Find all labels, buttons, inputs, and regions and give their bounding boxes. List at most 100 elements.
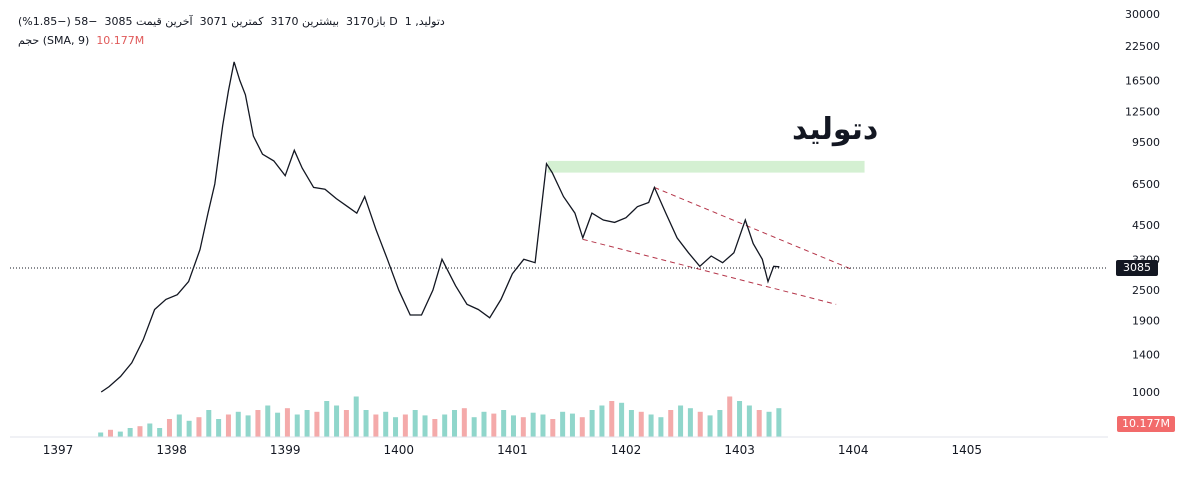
volume-bar [176, 414, 182, 437]
y-tick-label: 12500 [1125, 105, 1160, 118]
volume-bar [579, 417, 585, 437]
volume-bar [717, 410, 723, 437]
y-tick-label: 4500 [1132, 219, 1160, 232]
volume-bar [196, 417, 202, 437]
y-tick-label: 22500 [1125, 40, 1160, 53]
volume-bar [412, 410, 418, 437]
volume-bar [225, 414, 231, 437]
volume-bar [452, 410, 458, 437]
volume-bar [658, 417, 664, 437]
legend-volume-label: حجم (SMA, 9) [18, 34, 90, 47]
y-tick-label: 9500 [1132, 136, 1160, 149]
volume-bar [117, 431, 123, 437]
volume-bar [550, 419, 556, 437]
volume-bar [501, 410, 507, 437]
volume-bar [746, 405, 752, 437]
volume-bar [599, 405, 605, 437]
volume-bar [697, 411, 703, 437]
volume-bar [737, 401, 743, 437]
x-tick-label: 1402 [611, 443, 642, 457]
volume-bar [422, 415, 428, 437]
x-tick-label: 1400 [384, 443, 415, 457]
volume-bar [245, 415, 251, 437]
legend-low: کمترین 3071 [199, 15, 264, 28]
volume-bar [107, 429, 113, 437]
volume-bar [638, 411, 644, 437]
trendline[interactable] [654, 186, 854, 271]
x-tick-label: 1404 [838, 443, 869, 457]
volume-bar [147, 423, 153, 437]
volume-bar [98, 432, 104, 437]
volume-bar [678, 405, 684, 437]
volume-bar [668, 410, 674, 437]
volume-bar [235, 411, 241, 437]
volume-bar [383, 411, 389, 437]
volume-bar [363, 410, 369, 437]
volume-bar [127, 428, 133, 437]
y-tick-label: 1000 [1132, 386, 1160, 399]
y-tick-label: 1900 [1132, 315, 1160, 328]
x-tick-label: 1398 [156, 443, 187, 457]
volume-bar [157, 428, 163, 437]
volume-bar [402, 414, 408, 437]
volume-bar [343, 410, 349, 437]
volume-bar [334, 405, 340, 437]
last-price-tag: 3085 [1116, 260, 1158, 276]
trendline[interactable] [582, 238, 837, 305]
volume-bar [304, 410, 310, 437]
volume-bar [707, 415, 713, 437]
y-tick-label: 30000 [1125, 8, 1160, 21]
volume-bar [628, 410, 634, 437]
y-tick-label: 6500 [1132, 178, 1160, 191]
volume-bar [619, 402, 625, 437]
volume-bar [540, 414, 546, 437]
volume-bar [727, 396, 733, 437]
symbol-watermark-label: دتولید [792, 112, 879, 147]
volume-layer [98, 396, 782, 437]
volume-bar [569, 413, 575, 437]
legend-volume-value: 10.177M [96, 34, 145, 47]
legend-ohlc: دتولید, 1 D باز3170 بیشترین 3170 کمترین … [18, 15, 445, 28]
volume-bar [766, 411, 772, 437]
volume-bar [560, 411, 566, 437]
resistance-zone [547, 160, 865, 173]
y-tick-label: 2500 [1132, 284, 1160, 297]
volume-bar [648, 414, 654, 437]
price-layer [100, 61, 780, 393]
y-tick-label: 16500 [1125, 74, 1160, 87]
volume-bar [471, 417, 477, 437]
trendline-layer [582, 186, 854, 305]
price-line [100, 61, 780, 393]
volume-bar [432, 419, 438, 437]
volume-bar [216, 419, 222, 437]
y-axis[interactable]: 3000022500165001250095006500450033002500… [1125, 8, 1160, 399]
volume-bar [284, 408, 290, 437]
volume-bar [589, 410, 595, 437]
x-tick-label: 1403 [724, 443, 755, 457]
x-axis[interactable]: 1397 1398 1399 1400 1401 1402 1403 1404 1405 [43, 443, 982, 457]
x-tick-label: 1401 [497, 443, 528, 457]
legend-volume: حجم (SMA, 9) 10.177M [18, 34, 144, 47]
volume-bar [275, 412, 281, 437]
volume-bar [510, 415, 516, 437]
volume-bar [491, 413, 497, 437]
legend-change: −58 (−1.85%) [18, 15, 98, 28]
volume-bar [353, 396, 359, 437]
volume-bar [314, 411, 320, 437]
x-tick-label: 1405 [952, 443, 983, 457]
volume-bar [265, 405, 271, 437]
volume-bar [255, 410, 261, 437]
volume-bar [481, 411, 487, 437]
legend-open: D باز3170 [346, 15, 398, 28]
volume-bar [461, 408, 467, 437]
volume-bar [393, 417, 399, 437]
volume-bar [442, 414, 448, 437]
volume-bar [186, 420, 192, 437]
volume-bar [137, 426, 143, 437]
volume-bar [609, 401, 615, 437]
volume-bar [206, 410, 212, 437]
volume-bar [166, 419, 172, 437]
y-tick-label: 1400 [1132, 349, 1160, 362]
